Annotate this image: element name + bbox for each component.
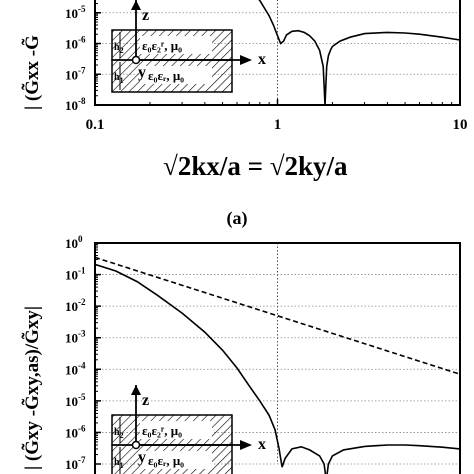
y-tick-label: 10-6 [65, 35, 86, 52]
inset-z-label: z [142, 392, 149, 409]
top-y-axis-label: | (G̃xx -G̃ [22, 35, 43, 110]
y-tick-label: 10-1 [65, 266, 86, 283]
svg-text:h1: h1 [114, 457, 124, 470]
panel-label: (a) [227, 208, 248, 229]
y-tick-label: 100 [65, 234, 83, 251]
inset-h2-label: h [114, 42, 120, 53]
bottom-series [95, 256, 460, 474]
y-tick-label: 10-6 [65, 423, 86, 440]
top-y-ticks: 10-8 10-7 10-6 10-5 [65, 2, 101, 113]
series-solid-line [258, 0, 460, 105]
x-tick-label: 10 [453, 117, 468, 133]
inset-h1-label: h [114, 72, 120, 83]
x-tick-label: 0.1 [86, 117, 105, 133]
inset-h1-label: h [114, 457, 120, 468]
top-series [258, 0, 460, 105]
inset-h2-label: h [114, 427, 120, 438]
series-solid-line [95, 263, 460, 474]
inset-lower-layer-label: ε₀εᵣ, μ₀ [148, 68, 184, 83]
bottom-y-axis-label: | (G̃xy -G̃xy,as)/G̃xy| [22, 306, 43, 470]
bottom-y-ticks: 100 10-1 10-2 10-3 10-4 10-5 10-6 10-7 [65, 234, 101, 472]
inset-y-label: y [138, 449, 146, 466]
inset-y-label: y [138, 64, 146, 81]
top-panel: 10-8 10-7 10-6 10-5 0.1 1 10 | (G̃xx -G̃ [22, 0, 468, 133]
top-x-axis-label: √2kx/a = √2ky/a [163, 151, 348, 181]
bottom-plot-frame [94, 242, 461, 474]
top-inset: ε₀ε₂ʳ, μ₀ ε₀εᵣ, μ₀ z x y h2 h1 [111, 0, 266, 93]
svg-text:h2: h2 [114, 427, 124, 440]
bottom-panel: 100 10-1 10-2 10-3 10-4 10-5 10-6 10-7 | (G̃xy … [22, 234, 461, 474]
inset-x-label: x [258, 51, 266, 68]
inset-lower-layer-label: ε₀εᵣ, μ₀ [148, 453, 184, 468]
y-tick-label: 10-5 [65, 4, 86, 21]
y-tick-label: 10-4 [65, 360, 86, 377]
inset-upper-layer-label: ε₀ε₂ʳ, μ₀ [142, 423, 182, 438]
inset-x-label: x [258, 436, 266, 453]
svg-text:h2: h2 [114, 42, 124, 55]
y-tick-label: 10-5 [65, 392, 86, 409]
y-tick-label: 10-7 [65, 455, 86, 472]
y-tick-label: 10-7 [65, 65, 86, 82]
x-tick-label: 1 [274, 117, 282, 133]
y-tick-label: 10-2 [65, 297, 86, 314]
svg-text:√2kx/a = √2ky/a: √2kx/a = √2ky/a [163, 151, 348, 181]
y-tick-label: 10-3 [65, 329, 86, 346]
inset-z-label: z [142, 7, 149, 24]
top-x-ticks: 0.1 1 10 [86, 99, 468, 133]
y-tick-label: 10-8 [65, 96, 86, 113]
inset-upper-layer-label: ε₀ε₂ʳ, μ₀ [142, 38, 182, 53]
bottom-inset: ε₀ε₂ʳ, μ₀ ε₀εᵣ, μ₀ z x y h2 h1 [111, 385, 266, 474]
svg-text:h1: h1 [114, 72, 124, 85]
